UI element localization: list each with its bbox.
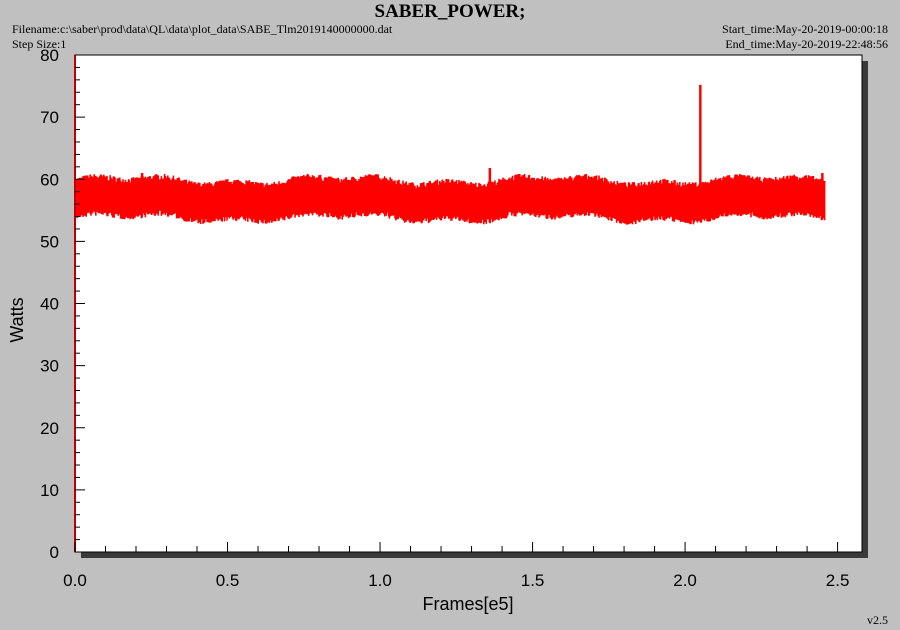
y-tick-label: 80 xyxy=(40,46,59,65)
x-tick-label: 0.5 xyxy=(216,571,240,590)
y-axis-ticks xyxy=(75,54,85,553)
x-tick-label: 1.0 xyxy=(368,571,392,590)
x-tick-label: 2.0 xyxy=(673,571,697,590)
chart-title: SABER_POWER; xyxy=(374,1,526,22)
x-tick-label: 2.5 xyxy=(826,571,850,590)
x-axis-tick-labels: 0.0 0.5 1.0 1.5 2.0 2.5 xyxy=(63,571,849,590)
version-label: v2.5 xyxy=(867,613,888,627)
y-axis-tick-labels: 0 10 20 30 40 50 60 70 80 xyxy=(40,46,59,562)
series-layer xyxy=(74,84,826,225)
x-axis-label: Frames[e5] xyxy=(422,594,513,614)
start-time-label: Start_time:May-20-2019-00:00:18 xyxy=(722,22,888,36)
x-axis-ticks xyxy=(74,542,839,552)
x-tick-label: 1.5 xyxy=(521,571,545,590)
y-tick-label: 70 xyxy=(40,108,59,127)
y-tick-label: 10 xyxy=(40,481,59,500)
end-time-label: End_time:May-20-2019-22:48:56 xyxy=(725,37,888,51)
x-tick-label: 0.0 xyxy=(63,571,87,590)
filename-label: Filename:c:\saber\prod\data\QL\data\plot… xyxy=(12,22,393,36)
y-tick-label: 40 xyxy=(40,295,59,314)
plot-background xyxy=(74,54,863,553)
y-tick-label: 30 xyxy=(40,357,59,376)
y-axis-label: Watts xyxy=(7,297,27,342)
y-tick-label: 0 xyxy=(50,543,59,562)
series-line xyxy=(74,173,826,225)
y-tick-label: 60 xyxy=(40,170,59,189)
step-size-label: Step Size:1 xyxy=(12,37,67,51)
y-tick-label: 50 xyxy=(40,232,59,251)
y-tick-label: 20 xyxy=(40,419,59,438)
